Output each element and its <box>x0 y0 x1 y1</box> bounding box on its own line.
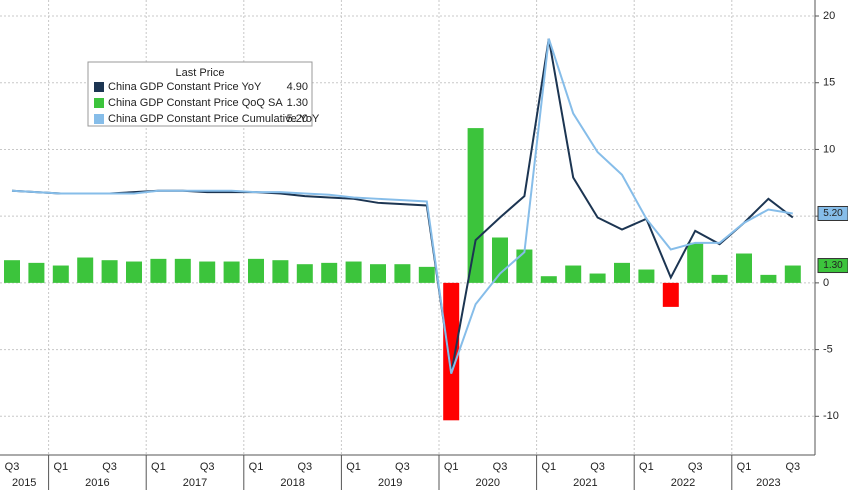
y-tick-label: 10 <box>823 143 835 155</box>
bar <box>248 258 264 283</box>
last-value-badge <box>817 258 848 274</box>
x-tick-label: Q1 <box>346 461 361 473</box>
bar <box>760 274 777 283</box>
x-tick-label: Q3 <box>590 461 605 473</box>
bar <box>394 264 411 283</box>
legend-value: 5.20 <box>287 113 308 125</box>
x-tick-label: Q1 <box>737 461 752 473</box>
bar <box>467 128 484 283</box>
bar <box>638 269 655 283</box>
bar <box>28 262 45 283</box>
x-tick-label: Q3 <box>102 461 117 473</box>
last-value-badge <box>817 205 848 221</box>
legend-title: Last Price <box>176 67 225 79</box>
bar <box>711 274 728 283</box>
x-tick-label: Q1 <box>541 461 556 473</box>
x-tick-label: Q1 <box>444 461 459 473</box>
legend-swatch <box>94 82 104 92</box>
bar <box>150 258 167 283</box>
y-tick-label: 20 <box>823 10 835 22</box>
bar <box>77 257 94 283</box>
bar <box>687 242 704 283</box>
bar <box>223 261 240 283</box>
year-label: 2015 <box>12 477 36 489</box>
legend-swatch <box>94 114 104 124</box>
bar <box>321 262 338 283</box>
legend-value: 1.30 <box>287 97 308 109</box>
x-tick-label: Q3 <box>200 461 215 473</box>
bar <box>345 261 362 283</box>
bar <box>418 266 435 283</box>
y-tick-label: -5 <box>823 343 833 355</box>
bar <box>784 265 801 283</box>
year-label: 2021 <box>573 477 597 489</box>
bar <box>370 264 386 283</box>
legend-box <box>87 61 313 127</box>
x-tick-label: Q1 <box>151 461 166 473</box>
last-value-label: 1.30 <box>823 260 843 271</box>
legend-label: China GDP Constant Price QoQ SA <box>108 97 283 109</box>
bar <box>614 262 630 283</box>
x-tick-label: Q1 <box>53 461 68 473</box>
bar <box>565 265 582 283</box>
legend-label: China GDP Constant Price Cumulative YoY <box>108 113 320 125</box>
bar <box>199 261 216 283</box>
x-tick-label: Q3 <box>297 461 312 473</box>
year-label: 2016 <box>85 477 109 489</box>
bar <box>540 276 557 283</box>
bar <box>589 273 606 283</box>
legend-value: 4.90 <box>287 81 308 93</box>
legend: Last Price China GDP Constant Price YoY 4… <box>87 61 320 127</box>
bar <box>272 260 289 283</box>
bar <box>736 253 752 283</box>
bar <box>662 282 679 307</box>
bar <box>443 282 460 421</box>
x-tick-label: Q1 <box>639 461 654 473</box>
x-tick-label: Q3 <box>395 461 410 473</box>
x-tick-label: Q3 <box>785 461 800 473</box>
bar <box>516 249 533 283</box>
last-value-label: 5.20 <box>823 208 843 219</box>
year-label: 2018 <box>280 477 304 489</box>
bar <box>126 261 142 283</box>
bar <box>101 260 118 283</box>
year-label: 2023 <box>756 477 780 489</box>
year-label: 2020 <box>476 477 500 489</box>
x-tick-label: Q1 <box>249 461 264 473</box>
bar <box>52 265 69 283</box>
x-tick-label: Q3 <box>5 461 20 473</box>
bar <box>4 260 20 283</box>
x-tick-label: Q3 <box>688 461 703 473</box>
x-tick-label: Q3 <box>493 461 508 473</box>
y-tick-label: 0 <box>823 277 829 289</box>
year-label: 2019 <box>378 477 402 489</box>
line <box>11 38 793 374</box>
y-tick-label: 15 <box>823 77 835 89</box>
legend-swatch <box>94 98 104 108</box>
year-label: 2017 <box>183 477 207 489</box>
legend-label: China GDP Constant Price YoY <box>108 81 262 93</box>
bar <box>296 264 313 283</box>
y-tick-label: -10 <box>823 410 839 422</box>
year-label: 2022 <box>671 477 695 489</box>
bar <box>492 237 508 283</box>
bar <box>174 258 191 283</box>
